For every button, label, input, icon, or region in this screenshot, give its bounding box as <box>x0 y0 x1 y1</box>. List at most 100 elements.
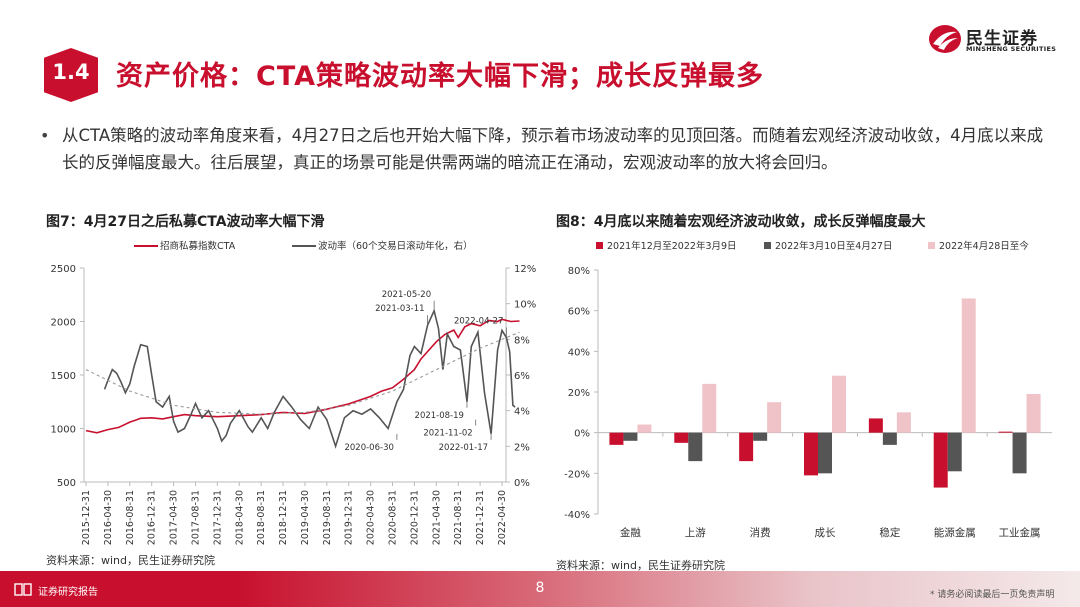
x-axis-tick-label: 2022-04-30 <box>497 490 508 545</box>
bar <box>1026 394 1041 433</box>
brand-name: 民生证券 <box>966 29 1038 49</box>
annotation-label: 2020-06-30 <box>344 443 393 453</box>
bar <box>998 431 1013 433</box>
section-badge <box>44 48 98 102</box>
category-label: 工业金属 <box>999 526 1041 539</box>
bar <box>882 432 897 445</box>
left-axis-tick-label: 2000 <box>51 318 76 329</box>
annotation-label: 2022-01-17 <box>439 443 488 453</box>
x-axis-tick-label: 2016-08-31 <box>125 490 136 545</box>
bar <box>947 432 962 472</box>
category-label: 金融 <box>620 526 641 539</box>
x-axis-tick-label: 2018-12-31 <box>278 490 289 545</box>
x-axis-tick-label: 2017-12-31 <box>212 490 223 545</box>
legend-swatch <box>764 242 771 249</box>
cta-index-line <box>85 318 520 434</box>
annotation-label: 2021-03-11 <box>375 304 424 314</box>
legend-label-cta: 招商私募指数CTA <box>160 240 236 252</box>
x-axis-tick-label: 2020-08-31 <box>388 490 399 545</box>
bar <box>688 432 703 462</box>
right-axis-tick-label: 10% <box>514 300 536 311</box>
x-axis-tick-label: 2021-08-31 <box>453 490 464 545</box>
brand-subtitle: MINSHENG SECURITIES <box>966 45 1057 53</box>
x-axis-tick-label: 2020-04-30 <box>366 490 377 545</box>
right-axis-tick-label: 12% <box>514 264 536 275</box>
legend-swatch <box>928 242 935 249</box>
x-axis-tick-label: 2017-04-30 <box>169 490 180 545</box>
bar <box>818 432 832 474</box>
category-label: 能源金属 <box>934 526 976 539</box>
category-label: 稳定 <box>879 526 900 539</box>
left-axis-tick-label: 1500 <box>51 371 76 382</box>
right-axis-tick-label: 2% <box>514 442 530 453</box>
bar <box>609 432 624 445</box>
bullet-text: 从CTA策略的波动率角度来看，4月27日之后也开始大幅下降，预示着市场波动率的见… <box>62 126 1044 172</box>
category-label: 消费 <box>750 526 771 539</box>
annotation-label: 2021-08-19 <box>415 411 464 421</box>
bar <box>739 432 754 462</box>
minsheng-logo-icon <box>929 25 961 53</box>
legend-label: 2022年3月10日至4月27日 <box>775 240 892 252</box>
page-title: 资产价格：CTA策略波动率大幅下滑；成长反弹最多 <box>116 61 765 92</box>
figure7-source: 资料来源：wind，民生证券研究院 <box>46 554 216 567</box>
x-axis-tick-label: 2017-08-31 <box>190 490 201 545</box>
y-axis-tick-label: 0% <box>574 429 590 440</box>
bar <box>896 412 911 433</box>
y-axis-tick-label: -20% <box>564 469 590 480</box>
right-axis-tick-label: 8% <box>514 335 530 346</box>
bar <box>753 432 768 441</box>
annotation-label: 2021-11-02 <box>423 429 472 439</box>
bullet-icon: • <box>40 126 50 145</box>
footer-disclaimer: * 请务必阅读最后一页免责声明 <box>930 590 1055 600</box>
y-axis-tick-label: -40% <box>564 510 590 521</box>
category-label: 成长 <box>815 527 836 539</box>
x-axis-tick-label: 2018-08-31 <box>256 490 267 545</box>
y-axis-tick-label: 40% <box>568 347 590 358</box>
bar <box>767 402 782 433</box>
cta-volatility-chart: 招商私募指数CTA 波动率（60个交易日滚动年化，右） 500 1000 1500 200… <box>51 240 537 545</box>
figure8-source: 资料来源：wind，民生证券研究院 <box>556 559 726 572</box>
volatility-line <box>103 308 516 449</box>
right-axis-tick-label: 0% <box>514 478 530 489</box>
footer-bar <box>0 571 1080 607</box>
x-axis-tick-label: 2019-08-31 <box>322 490 333 545</box>
bar <box>804 432 818 476</box>
x-axis-tick-label: 2021-04-30 <box>431 490 442 545</box>
legend-label: 2021年12月至2022年3月9日 <box>607 240 737 252</box>
left-axis-tick-label: 500 <box>57 478 76 489</box>
volatility-trend-line <box>85 331 520 415</box>
legend-label: 2022年4月28日至今 <box>939 240 1029 252</box>
figure7-title: 图7：4月27日之后私募CTA波动率大幅下滑 <box>46 214 325 230</box>
bar <box>868 418 883 433</box>
right-axis-tick-label: 6% <box>514 371 530 382</box>
bar <box>623 432 638 441</box>
bar <box>702 383 717 433</box>
left-axis-tick-label: 2500 <box>51 264 76 275</box>
legend-swatch <box>596 242 603 249</box>
x-axis-tick-label: 2015-12-31 <box>81 490 92 545</box>
bar <box>832 375 846 433</box>
bar <box>961 298 976 433</box>
x-axis-tick-label: 2021-12-31 <box>475 490 486 545</box>
figure8-title: 图8：4月底以来随着宏观经济波动收敛，成长反弹幅度最大 <box>556 214 926 230</box>
x-axis-tick-label: 2018-04-30 <box>234 490 245 545</box>
y-axis-tick-label: 20% <box>568 388 590 399</box>
right-axis-tick-label: 4% <box>514 407 530 418</box>
bar <box>637 424 652 433</box>
section-number: 1.4 <box>52 60 90 84</box>
report-book-icon <box>14 583 32 596</box>
x-axis-tick-label: 2019-04-30 <box>300 490 311 545</box>
left-axis-tick-label: 1000 <box>51 425 76 436</box>
bar <box>1012 432 1027 474</box>
y-axis-tick-label: 60% <box>568 307 590 318</box>
page-number: 8 <box>535 580 545 596</box>
footer-label: 证券研究报告 <box>38 587 98 598</box>
legend-label-volatility: 波动率（60个交易日滚动年化，右） <box>318 240 473 252</box>
annotation-label: 2021-05-20 <box>382 290 431 300</box>
x-axis-tick-label: 2019-12-31 <box>344 490 355 545</box>
x-axis-tick-label: 2016-12-31 <box>147 490 158 545</box>
x-axis-tick-label: 2016-04-30 <box>103 490 114 545</box>
bar <box>674 432 689 443</box>
bar <box>933 432 948 488</box>
x-axis-tick-label: 2020-12-31 <box>409 490 420 545</box>
